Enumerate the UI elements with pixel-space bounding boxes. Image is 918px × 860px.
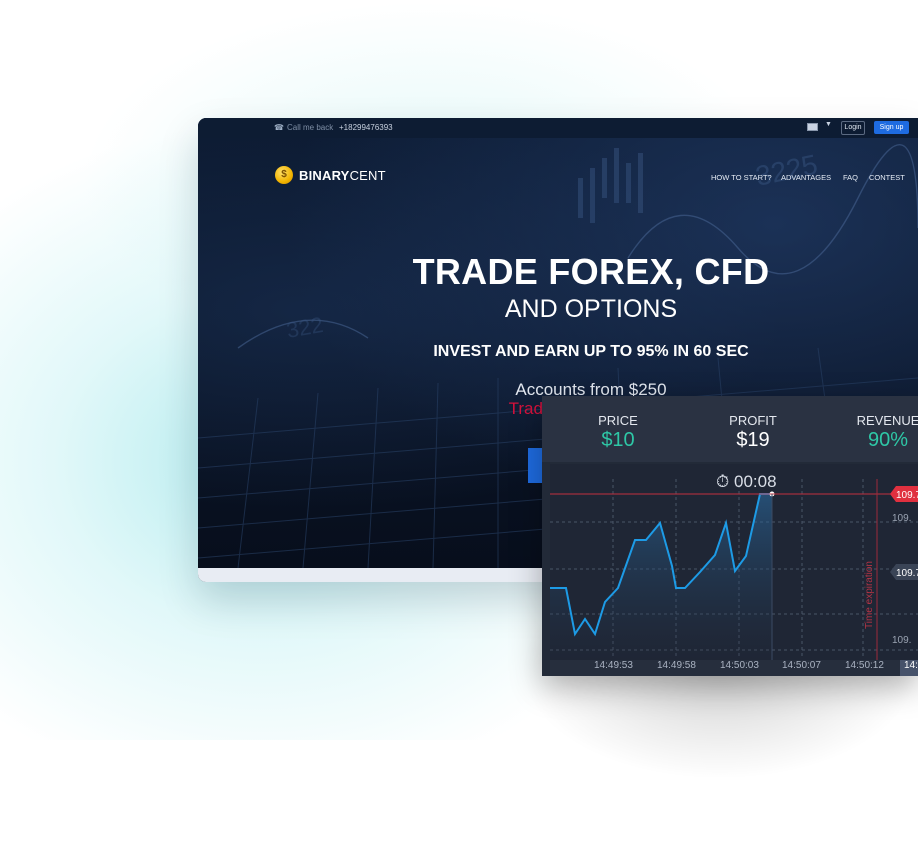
price-tag-2: 109.7 xyxy=(896,568,918,579)
price-tag-red-bg xyxy=(890,486,918,502)
brand-logo[interactable]: $ BINARYCENT xyxy=(275,166,386,184)
time-tick-1: 14:49:53 xyxy=(594,660,633,671)
nav-contest[interactable]: CONTEST xyxy=(869,173,905,182)
time-tick-5: 14:50:12 xyxy=(845,660,884,671)
price-line xyxy=(550,493,772,637)
price-tag-3: 109. xyxy=(892,635,911,646)
widget-header: PRICE $10 PROFIT $19 REVENUE 90% xyxy=(542,396,918,462)
nav-how-to-start[interactable]: HOW TO START? xyxy=(711,173,772,182)
time-axis-current-bg xyxy=(900,660,918,676)
coin-dollar-icon: $ xyxy=(275,166,293,184)
stopwatch-icon: ⏱ xyxy=(716,472,730,491)
brand-name: BINARYCENT xyxy=(299,167,386,183)
price-area-fill xyxy=(550,494,772,660)
nav-faq[interactable]: FAQ xyxy=(843,173,859,182)
price-column: PRICE $10 xyxy=(582,413,654,452)
profit-column: PROFIT $19 xyxy=(717,413,789,452)
time-tick-4: 14:50:07 xyxy=(782,660,821,671)
price-tag-1: 109. xyxy=(892,513,911,524)
revenue-column: REVENUE 90% xyxy=(848,413,918,452)
time-axis-band xyxy=(550,660,918,676)
phone-icon[interactable]: ☎ xyxy=(274,123,284,132)
phone-number[interactable]: +18299476393 xyxy=(339,123,393,132)
language-flag-icon[interactable] xyxy=(807,123,818,131)
chart-svg: Time expiration 109.7 109. 109.7 109. xyxy=(550,479,918,676)
accounts-text: Accounts from $250 xyxy=(515,380,667,399)
revenue-value: 90% xyxy=(867,429,909,451)
hero-title-line2: AND OPTIONS xyxy=(504,295,678,323)
price-value: $10 xyxy=(601,429,635,451)
price-tag-current: 109.7 xyxy=(896,490,918,501)
countdown-timer: ⏱ 00:08 xyxy=(716,472,777,492)
top-bar: ☎ Call me back +18299476393 ▼ Login Sign… xyxy=(198,118,918,138)
revenue-label: REVENUE xyxy=(856,413,918,428)
time-expiration-label: Time expiration xyxy=(864,561,875,629)
price-label: PRICE xyxy=(598,413,638,428)
svg-text:3225: 3225 xyxy=(753,149,820,192)
login-button[interactable]: Login xyxy=(841,121,865,135)
time-tick-3: 14:50:03 xyxy=(720,660,759,671)
hero-title: TRADE FOREX, CFD xyxy=(412,251,770,292)
chevron-down-icon[interactable]: ▼ xyxy=(825,121,832,128)
profit-label: PROFIT xyxy=(729,413,777,428)
price-tag-grey-bg xyxy=(890,564,918,580)
timer-value: 00:08 xyxy=(734,472,777,491)
trading-widget: PRICE $10 PROFIT $19 REVENUE 90% xyxy=(542,396,918,676)
signup-button[interactable]: Sign up xyxy=(874,121,909,134)
price-chart: Time expiration 109.7 109. 109.7 109. ⏱ … xyxy=(550,464,918,676)
hero-subtitle: INVEST AND EARN UP TO 95% IN 60 SEC xyxy=(433,343,749,360)
profit-value: $19 xyxy=(736,429,770,451)
time-tick-6: 14: xyxy=(904,660,918,671)
time-tick-2: 14:49:58 xyxy=(657,660,696,671)
call-me-back-link[interactable]: Call me back xyxy=(287,123,334,132)
nav-advantages[interactable]: ADVANTAGES xyxy=(781,173,832,182)
